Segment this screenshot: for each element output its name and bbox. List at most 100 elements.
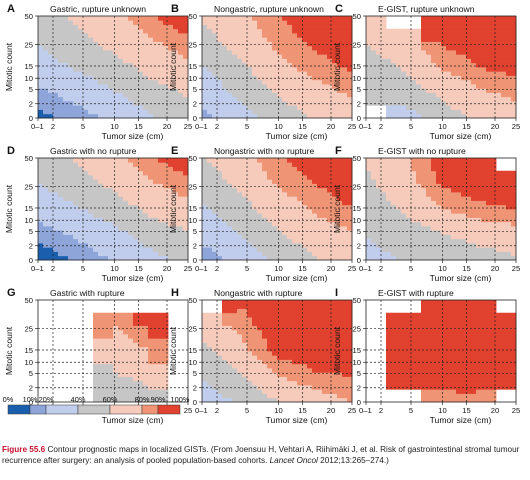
contour-cell <box>53 175 59 180</box>
contour-cell <box>491 92 497 98</box>
x-tick-label: 5 <box>81 122 85 131</box>
contour-cell <box>476 96 482 102</box>
contour-cell <box>58 213 64 218</box>
contour-cell <box>386 238 392 244</box>
contour-cell <box>461 175 467 180</box>
contour-cell <box>93 179 99 184</box>
contour-cell <box>53 221 59 227</box>
contour-cell <box>78 192 84 197</box>
contour-cell <box>148 16 154 21</box>
contour-cell <box>93 338 99 343</box>
contour-cell <box>113 346 119 352</box>
contour-cell <box>401 58 407 64</box>
contour-cell <box>143 192 149 197</box>
contour-cell <box>282 251 288 257</box>
x-tick-label: 25 <box>184 122 192 131</box>
contour-cell <box>436 238 442 244</box>
contour-cell <box>312 101 318 106</box>
contour-cell <box>416 113 422 119</box>
contour-cell <box>163 385 169 390</box>
contour-cell <box>212 162 218 167</box>
contour-cell <box>481 113 487 119</box>
contour-cell <box>456 226 462 231</box>
contour-cell <box>307 84 313 89</box>
contour-cell <box>436 71 442 76</box>
contour-cell <box>98 92 104 98</box>
contour-cell <box>153 363 159 369</box>
contour-cell <box>88 204 94 210</box>
contour-cell <box>108 334 114 339</box>
contour-cell <box>287 158 293 163</box>
contour-cell <box>426 92 432 98</box>
contour-cell <box>322 238 328 244</box>
contour-cell <box>113 209 119 214</box>
contour-cell <box>173 209 179 214</box>
contour-cell <box>431 58 437 64</box>
contour-cell <box>153 334 159 339</box>
contour-cell <box>48 16 54 21</box>
contour-cell <box>78 175 84 180</box>
contour-cell <box>391 213 397 218</box>
contour-cell <box>342 204 348 210</box>
contour-cell <box>416 192 422 197</box>
contour-cell <box>232 28 238 34</box>
contour-cell <box>133 84 139 89</box>
contour-cell <box>481 179 487 184</box>
contour-cell <box>396 79 402 85</box>
contour-cell <box>118 247 124 252</box>
contour-cell <box>381 192 387 197</box>
contour-cell <box>68 217 74 223</box>
contour-cell <box>406 251 412 257</box>
contour-cell <box>148 397 154 403</box>
contour-cell <box>436 16 442 21</box>
contour-cell <box>78 41 84 47</box>
contour-cell <box>48 84 54 89</box>
contour-cell <box>128 109 134 115</box>
contour-cell <box>401 50 407 55</box>
contour-cell <box>257 96 263 102</box>
contour-cell <box>491 226 497 231</box>
contour-cell <box>232 162 238 167</box>
contour-cell <box>103 346 109 352</box>
contour-cell <box>143 58 149 64</box>
contour-cell <box>207 79 213 85</box>
contour-cell <box>103 230 109 235</box>
contour-cell <box>441 166 447 172</box>
contour-cell <box>406 158 412 163</box>
contour-cell <box>247 196 253 201</box>
contour-cell <box>337 251 343 257</box>
contour-cell <box>471 200 477 206</box>
contour-cell <box>466 105 472 110</box>
contour-cell <box>232 213 238 218</box>
contour-cell <box>98 20 104 25</box>
contour-cell <box>312 397 318 403</box>
contour-cell <box>511 230 517 235</box>
contour-cell <box>118 58 124 64</box>
contour-cell <box>217 213 223 218</box>
contour-cell <box>153 88 159 93</box>
contour-cell <box>332 50 338 55</box>
contour-cell <box>257 170 263 176</box>
contour-cell <box>371 71 377 76</box>
contour-cell <box>401 84 407 89</box>
contour-cell <box>202 221 208 227</box>
contour-cell <box>113 33 119 38</box>
contour-cell <box>217 397 223 403</box>
contour-cell <box>63 16 69 21</box>
contour-cell <box>421 255 427 261</box>
x-tick-label: 5 <box>409 264 413 273</box>
contour-cell <box>138 79 144 85</box>
contour-cell <box>73 92 79 98</box>
contour-cell <box>366 162 372 167</box>
contour-cell <box>83 105 89 110</box>
contour-cell <box>302 84 308 89</box>
contour-cell <box>153 338 159 343</box>
contour-cell <box>436 175 442 180</box>
contour-cell <box>486 243 492 248</box>
contour-cell <box>376 20 382 25</box>
contour-cell <box>337 67 343 72</box>
contour-cell <box>386 96 392 102</box>
contour-cell <box>237 105 243 110</box>
y-tick-label: 2 <box>193 100 197 109</box>
